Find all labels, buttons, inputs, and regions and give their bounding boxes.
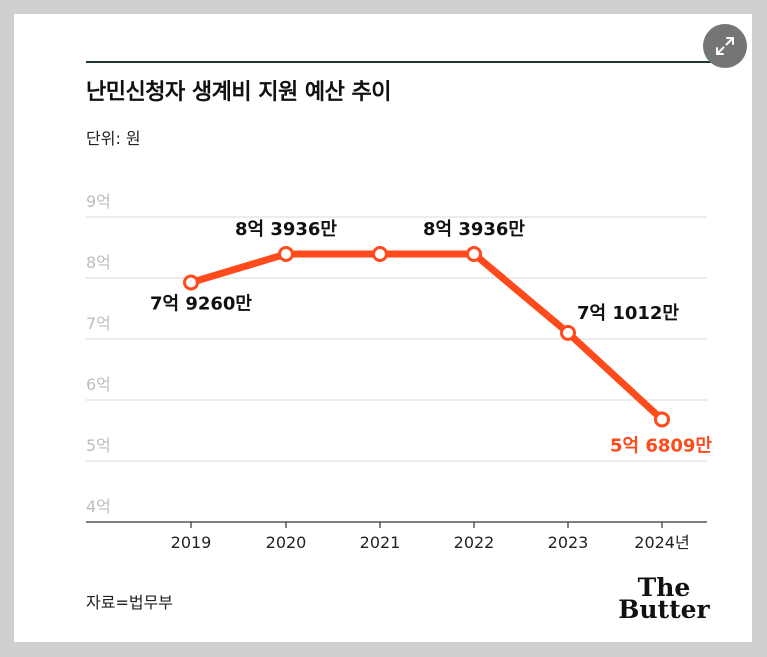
data-point [183, 274, 199, 291]
data-point [278, 245, 294, 262]
x-tick-label: 2020 [266, 533, 307, 552]
data-label: 7억 9260만 [150, 294, 252, 315]
logo-line-2: Butter [618, 595, 710, 624]
chart-title: 난민신청자 생계비 지원 예산 추이 [86, 80, 392, 105]
brand-logo: The Butter [614, 573, 714, 624]
expand-icon [716, 37, 734, 55]
data-point [560, 324, 576, 341]
data-point [466, 245, 482, 262]
data-label: 8억 3936만 [423, 219, 525, 240]
chart-card: 난민신청자 생계비 지원 예산 추이 단위: 원 자료=법무부 The Butt… [14, 14, 752, 642]
data-label: 7억 1012만 [577, 303, 679, 324]
expand-button[interactable] [703, 24, 747, 68]
data-point [372, 245, 388, 262]
source-label: 자료=법무부 [86, 593, 174, 612]
x-tick-label: 2021 [360, 533, 401, 552]
data-point [654, 411, 670, 428]
x-tick-label: 2024년 [634, 533, 689, 552]
unit-label: 단위: 원 [86, 129, 141, 148]
logo-line-1: The [637, 573, 691, 602]
y-tick-label: 7억 [86, 314, 111, 333]
x-tick-label: 2022 [454, 533, 495, 552]
y-tick-label: 8억 [86, 253, 111, 272]
data-label: 5억 6809만 [610, 435, 712, 456]
title-rule [86, 61, 722, 63]
series-line [187, 250, 666, 423]
y-tick-label: 9억 [86, 192, 111, 211]
y-tick-label: 5억 [86, 436, 111, 455]
y-tick-label: 6억 [86, 375, 111, 394]
x-tick-label: 2023 [548, 533, 589, 552]
x-tick-label: 2019 [171, 533, 212, 552]
data-label: 8억 3936만 [235, 219, 337, 240]
y-tick-label: 4억 [86, 497, 111, 516]
